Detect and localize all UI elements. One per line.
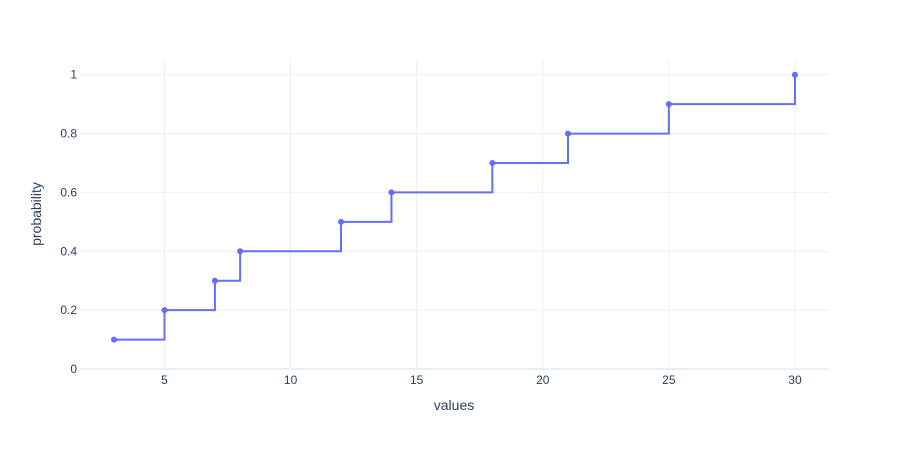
x-tick-label: 30 — [788, 373, 802, 387]
data-point — [237, 248, 244, 255]
data-point — [564, 130, 571, 137]
data-point — [338, 218, 345, 225]
y-tick-label: 0 — [70, 362, 77, 376]
y-tick-label: 0.2 — [60, 303, 77, 317]
data-point — [791, 71, 798, 78]
series-layer — [111, 71, 798, 343]
x-axis-title: values — [434, 397, 474, 413]
y-tick-label: 0.4 — [60, 244, 77, 258]
x-tick-label: 15 — [410, 373, 424, 387]
data-point — [211, 277, 218, 284]
axis-layer: 5 10 15 20 25 30 0 0.2 0.4 0.6 0.8 1 — [60, 68, 802, 387]
y-axis-title: probability — [28, 182, 44, 246]
x-tick-label: 20 — [536, 373, 550, 387]
data-point — [111, 336, 118, 343]
y-tick-label: 0.6 — [60, 185, 77, 199]
ecdf-step-line — [114, 74, 796, 341]
x-tick-label: 5 — [161, 373, 168, 387]
x-tick-label: 10 — [284, 373, 298, 387]
grid-layer — [80, 60, 829, 370]
label-layer: values probability — [28, 182, 474, 413]
y-tick-label: 1 — [70, 68, 77, 82]
data-point — [388, 189, 395, 196]
y-tick-label: 0.8 — [60, 127, 77, 141]
data-point — [489, 160, 496, 166]
data-point — [161, 307, 168, 314]
data-point — [665, 101, 672, 108]
x-tick-label: 25 — [662, 373, 676, 387]
